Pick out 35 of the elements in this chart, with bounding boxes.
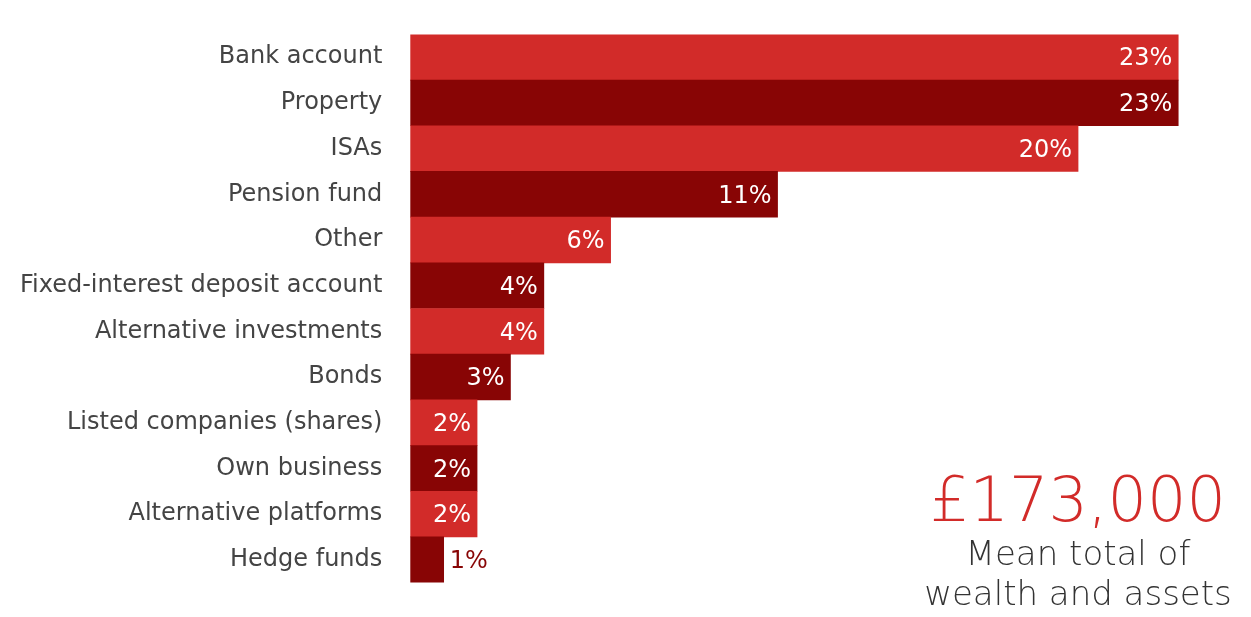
y-tick-label: Bonds xyxy=(308,361,383,390)
annotation: Mean total of wealth and assets xyxy=(923,533,1233,613)
data-label: 2% xyxy=(432,454,472,483)
data-label: 23% xyxy=(1118,43,1173,72)
y-tick-label: Bank account xyxy=(218,41,383,70)
y-tick-label: ISAs xyxy=(330,132,383,161)
bar xyxy=(410,216,611,264)
data-label: 11% xyxy=(718,180,772,209)
y-tick-label: Hedge funds xyxy=(230,543,383,572)
bar xyxy=(410,171,778,218)
data-label: 4% xyxy=(499,271,538,300)
data-label: 2% xyxy=(432,500,472,529)
bar xyxy=(410,34,1179,81)
y-tick-label: Alternative investments xyxy=(94,315,383,344)
y-tick-label: Property xyxy=(280,87,383,116)
y-tick-label: Own business xyxy=(216,452,383,481)
bar xyxy=(410,536,445,583)
data-label: 1% xyxy=(449,545,488,574)
bar xyxy=(410,308,545,355)
data-label: 6% xyxy=(566,226,605,255)
bar xyxy=(410,353,511,401)
bar xyxy=(410,125,1079,172)
annotation: £173,000 xyxy=(929,463,1227,536)
y-tick-label: Pension fund xyxy=(227,178,383,207)
data-label: 2% xyxy=(432,408,472,437)
data-label: 3% xyxy=(466,363,505,392)
bar xyxy=(410,262,545,309)
data-label: 20% xyxy=(1018,134,1073,163)
data-label: 4% xyxy=(499,317,538,346)
data-label: 23% xyxy=(1118,89,1173,118)
y-tick-label: Listed companies (shares) xyxy=(66,406,383,435)
bar xyxy=(410,79,1179,127)
y-tick-label: Fixed-interest deposit account xyxy=(20,269,383,298)
y-tick-label: Other xyxy=(314,224,383,253)
y-tick-label: Alternative platforms xyxy=(128,498,383,527)
